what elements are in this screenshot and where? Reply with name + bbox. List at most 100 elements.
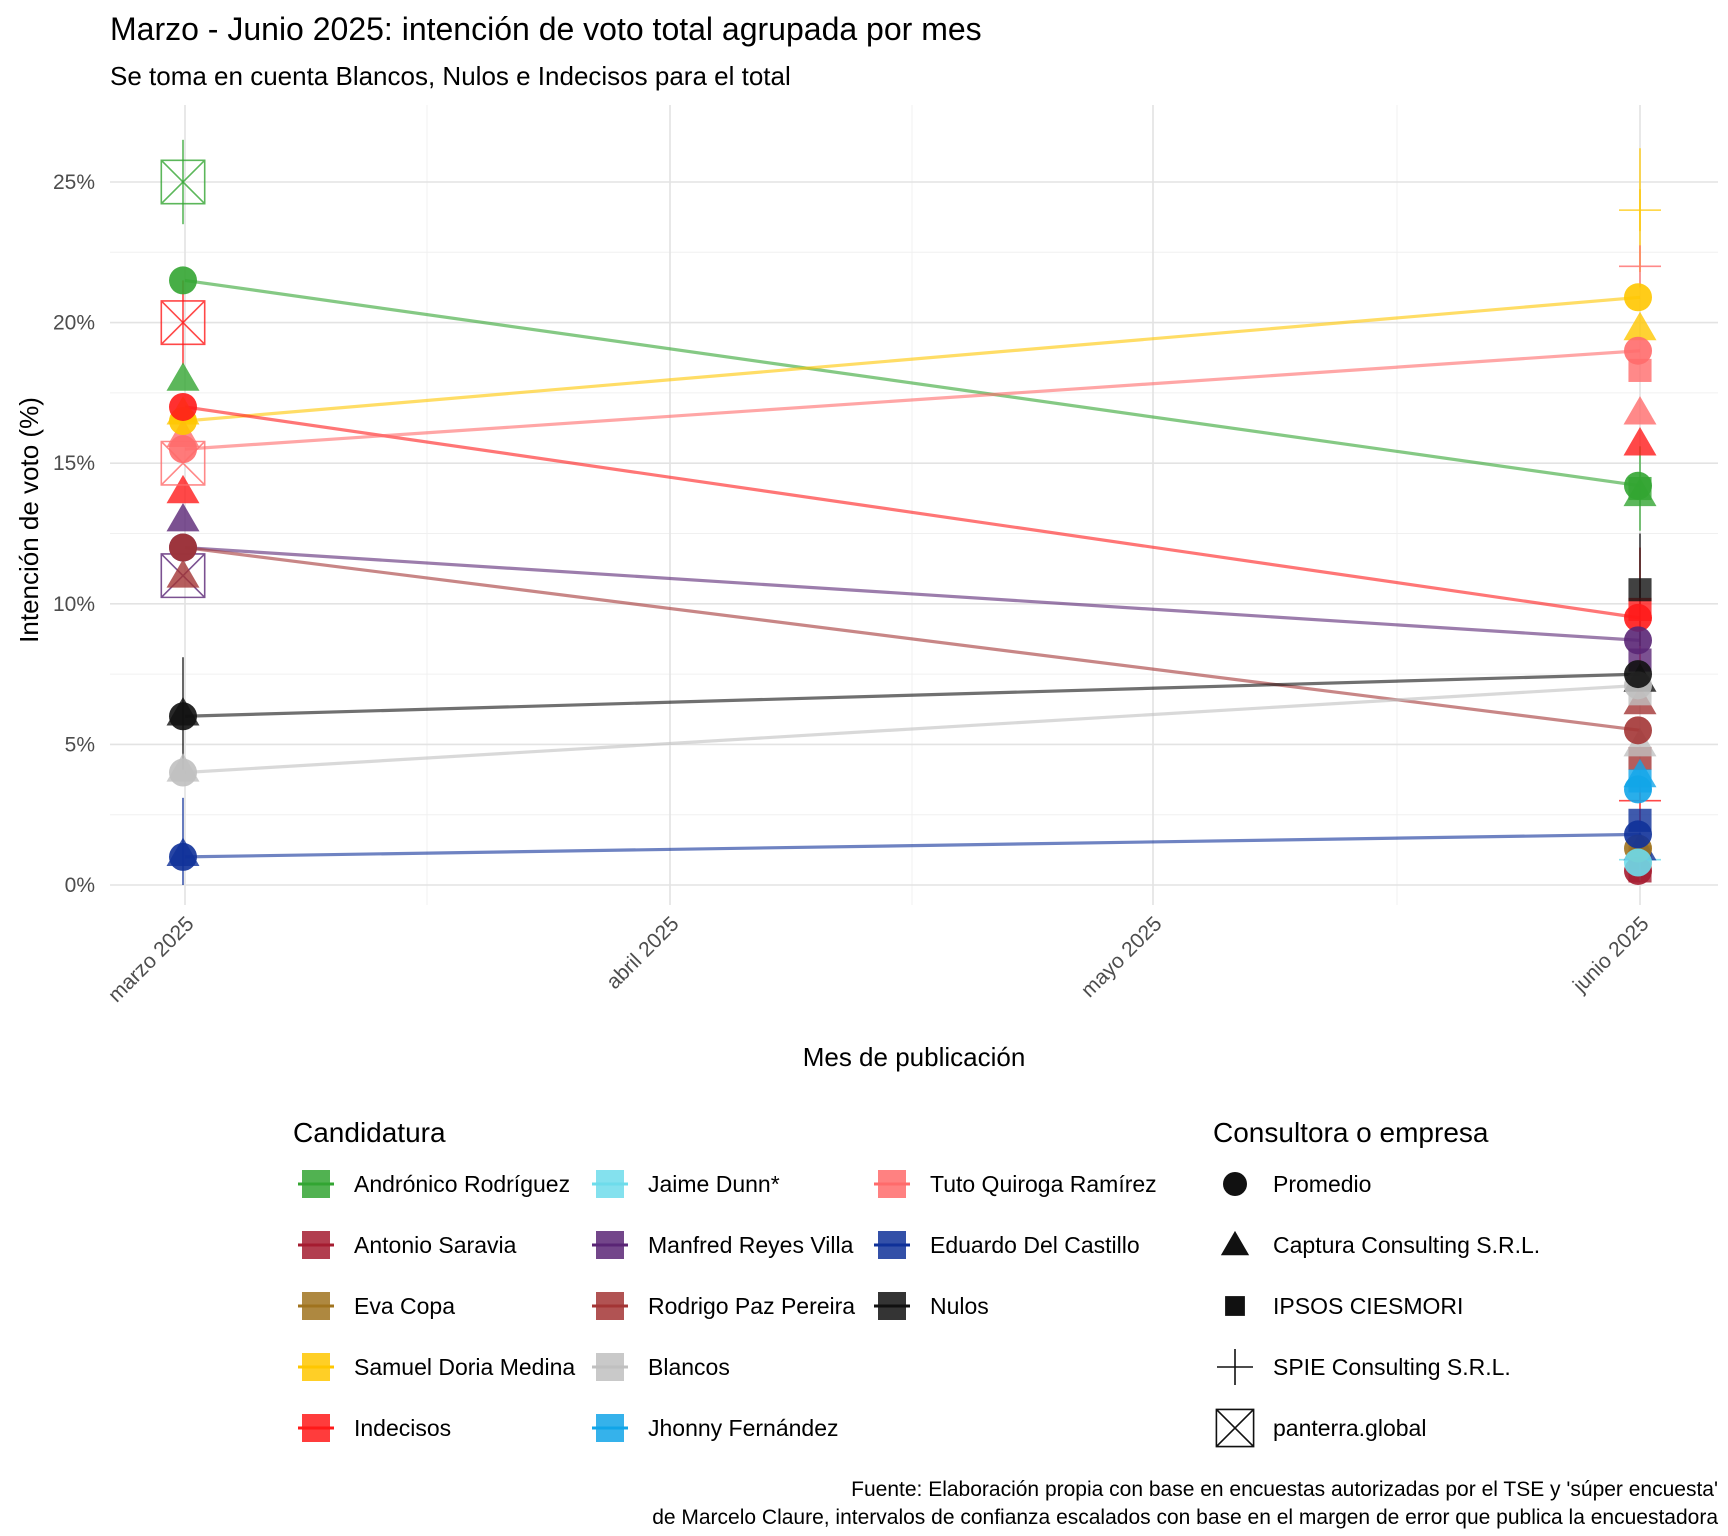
y-tick-labels: 0% 5% 10% 15% 20% 25% bbox=[53, 171, 95, 897]
data-point bbox=[160, 159, 206, 205]
average-point bbox=[169, 758, 197, 787]
average-point bbox=[169, 435, 197, 464]
series-line bbox=[184, 349, 1641, 451]
average-point bbox=[1624, 716, 1652, 745]
x-tick-label: junio 2025 bbox=[1568, 912, 1654, 998]
legend-item: Promedio bbox=[1223, 1171, 1371, 1197]
series-line bbox=[184, 278, 1641, 488]
data-point bbox=[1628, 358, 1652, 382]
legend-key-swatch bbox=[596, 1353, 624, 1381]
legend-key-swatch bbox=[596, 1231, 624, 1259]
legend-candidatura-title: Candidatura bbox=[293, 1117, 446, 1148]
legend-label: Andrónico Rodríguez bbox=[354, 1171, 570, 1197]
legend-key-shape bbox=[1215, 1408, 1255, 1448]
legend-label: SPIE Consulting S.R.L. bbox=[1273, 1354, 1511, 1380]
legend-key-swatch bbox=[878, 1170, 906, 1198]
data-point bbox=[1628, 578, 1652, 602]
x-axis-title: Mes de publicación bbox=[803, 1042, 1026, 1072]
legend-label: Manfred Reyes Villa bbox=[648, 1232, 854, 1258]
legend-item: Jaime Dunn* bbox=[592, 1170, 780, 1198]
y-tick-label: 5% bbox=[65, 733, 95, 756]
average-point bbox=[1624, 820, 1652, 849]
caption-line-2: de Marcelo Claure, intervalos de confian… bbox=[652, 1506, 1718, 1529]
legend-item: Manfred Reyes Villa bbox=[592, 1231, 854, 1259]
data-point bbox=[166, 502, 200, 532]
average-point bbox=[169, 533, 197, 562]
data-point bbox=[166, 559, 200, 588]
legend-consultora: Consultora o empresa Promedio Captura Con… bbox=[1213, 1117, 1540, 1448]
legend-label: Jaime Dunn* bbox=[648, 1171, 780, 1197]
legend-key-shape bbox=[1223, 1172, 1247, 1196]
data-point bbox=[166, 474, 200, 504]
chart-title: Marzo - Junio 2025: intención de voto to… bbox=[110, 11, 982, 47]
series-line bbox=[184, 672, 1641, 718]
legend-label: Tuto Quiroga Ramírez bbox=[930, 1171, 1157, 1197]
y-tick-label: 0% bbox=[65, 874, 95, 897]
y-tick-label: 25% bbox=[53, 171, 95, 194]
data-point bbox=[166, 362, 200, 391]
average-point bbox=[1624, 775, 1652, 804]
series-line bbox=[184, 545, 1641, 642]
chart-subtitle: Se toma en cuenta Blancos, Nulos e Indec… bbox=[110, 61, 791, 91]
legend-item: Blancos bbox=[592, 1353, 730, 1381]
legend-item: Tuto Quiroga Ramírez bbox=[874, 1170, 1157, 1198]
x-tick-labels: marzo 2025 abril 2025 mayo 2025 junio 2025 bbox=[104, 912, 1654, 1007]
legend-key-swatch bbox=[302, 1353, 330, 1381]
y-tick-label: 20% bbox=[53, 312, 95, 335]
legend-key-swatch bbox=[596, 1292, 624, 1320]
legend-label: panterra.global bbox=[1273, 1415, 1426, 1441]
legend-key-shape bbox=[1225, 1296, 1245, 1316]
legend-key-swatch bbox=[878, 1292, 906, 1320]
legend-key-swatch bbox=[302, 1170, 330, 1198]
legend-item: Andrónico Rodríguez bbox=[298, 1170, 570, 1198]
legend-label: Captura Consulting S.R.L. bbox=[1273, 1232, 1540, 1258]
legend-label: Indecisos bbox=[354, 1415, 451, 1441]
series-line bbox=[184, 295, 1641, 423]
average-point bbox=[1624, 848, 1652, 877]
legend-label: Nulos bbox=[930, 1293, 989, 1319]
average-point bbox=[1624, 283, 1652, 312]
caption-line-1: Fuente: Elaboración propia con base en e… bbox=[851, 1478, 1718, 1501]
legend-key-swatch bbox=[596, 1170, 624, 1198]
legend-label: Samuel Doria Medina bbox=[354, 1354, 575, 1380]
legend-item: Indecisos bbox=[298, 1414, 451, 1442]
x-tick-label: marzo 2025 bbox=[104, 912, 199, 1007]
legend-item: Antonio Saravia bbox=[298, 1231, 517, 1259]
legend-item: Rodrigo Paz Pereira bbox=[592, 1292, 855, 1320]
legend-item: Eduardo Del Castillo bbox=[874, 1231, 1140, 1259]
average-point bbox=[1624, 603, 1652, 632]
average-point bbox=[1624, 336, 1652, 365]
y-tick-label: 10% bbox=[53, 593, 95, 616]
series-line bbox=[184, 405, 1641, 620]
series-line bbox=[184, 832, 1641, 859]
average-point bbox=[1624, 626, 1652, 655]
legend-key-shape bbox=[1217, 1349, 1253, 1385]
x-tick-label: mayo 2025 bbox=[1077, 912, 1167, 1002]
legend-key-shape bbox=[1220, 1230, 1250, 1256]
data-points bbox=[160, 159, 1661, 885]
average-point bbox=[1624, 660, 1652, 689]
y-axis-title: Intención de voto (%) bbox=[14, 397, 44, 643]
average-point bbox=[169, 266, 197, 295]
legend-item: panterra.global bbox=[1215, 1408, 1426, 1448]
series-line bbox=[184, 683, 1641, 775]
legend-item: Nulos bbox=[874, 1292, 989, 1320]
legend-item: SPIE Consulting S.R.L. bbox=[1217, 1349, 1511, 1385]
legend-consultora-title: Consultora o empresa bbox=[1213, 1117, 1489, 1148]
grid bbox=[110, 105, 1718, 905]
series-lines bbox=[184, 278, 1641, 859]
data-point bbox=[1623, 396, 1657, 425]
data-point bbox=[1623, 311, 1657, 341]
data-point bbox=[1619, 245, 1661, 288]
average-point bbox=[1624, 471, 1652, 500]
y-tick-label: 15% bbox=[53, 452, 95, 475]
legend-item: Samuel Doria Medina bbox=[298, 1353, 575, 1381]
data-point bbox=[1619, 189, 1661, 232]
legend-key-swatch bbox=[302, 1414, 330, 1442]
legend-item: Eva Copa bbox=[298, 1292, 455, 1320]
legend-label: Rodrigo Paz Pereira bbox=[648, 1293, 855, 1319]
legend-label: IPSOS CIESMORI bbox=[1273, 1293, 1463, 1319]
legend-item: Jhonny Fernández bbox=[592, 1414, 839, 1442]
legend-key-swatch bbox=[878, 1231, 906, 1259]
data-point bbox=[160, 300, 206, 346]
